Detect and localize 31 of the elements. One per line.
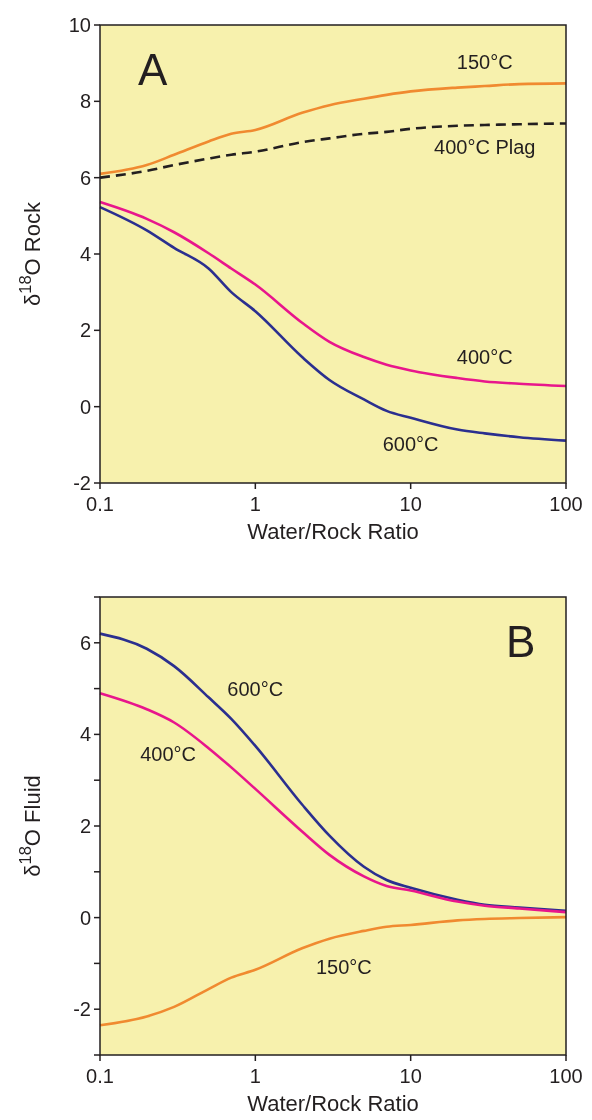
x-tick-label: 0.1 (86, 493, 114, 515)
series-label: 150°C (456, 51, 513, 74)
y-tick-label: 6 (79, 166, 91, 189)
series-label: 400°C (456, 346, 513, 369)
y-tick-label: 0 (79, 395, 91, 418)
series-label: 400°C Plag (434, 136, 536, 158)
x-tick-label: 10 (399, 493, 422, 515)
y-tick-label: 2 (79, 815, 91, 837)
y-tick-label: 10 (68, 14, 91, 36)
series-label: 400°C (140, 743, 197, 766)
x-tick-label: 1 (249, 493, 261, 515)
series-label: 150°C (316, 955, 372, 978)
y-tick-label: 6 (79, 631, 91, 654)
x-tick-label: 0.1 (86, 1065, 114, 1087)
series-label: 600°C (382, 432, 439, 455)
y-tick-label: -2 (73, 998, 91, 1021)
y-tick-label: 2 (79, 319, 91, 342)
x-axis-title: Water/Rock Ratio (247, 519, 419, 544)
y-tick-label: 4 (79, 723, 91, 746)
x-tick-label: 100 (549, 1065, 583, 1087)
x-tick-label: 100 (549, 493, 583, 515)
y-tick-label: -2 (73, 472, 91, 494)
x-tick-label: 1 (249, 1065, 261, 1087)
y-tick-label: 4 (79, 243, 91, 265)
y-tick-label: 0 (79, 906, 91, 929)
x-tick-label: 10 (399, 1065, 422, 1087)
annotation: A (138, 45, 168, 94)
y-tick-label: 8 (79, 90, 91, 113)
x-axis-title: Water/Rock Ratio (247, 1091, 419, 1116)
series-label: 600°C (227, 677, 284, 700)
annotation: B (506, 617, 536, 666)
